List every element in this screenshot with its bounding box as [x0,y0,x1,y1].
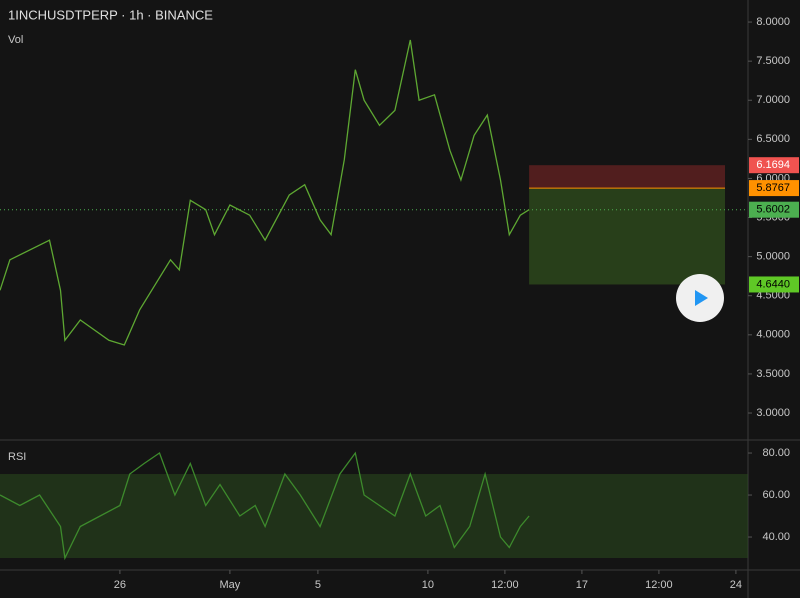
pane-label: Vol [8,34,23,46]
y-tick-label: 80.00 [762,447,790,459]
plot-layer: 3.00003.50004.00004.50005.00005.50006.00… [0,16,799,591]
price-label-box [749,180,799,197]
y-tick-label: 3.0000 [756,407,790,419]
x-tick-label: 10 [422,579,434,591]
y-tick-label: 7.5000 [756,55,790,67]
x-tick-label: 17 [576,579,588,591]
price-label: 5.8767 [756,182,790,194]
y-tick-label: 4.0000 [756,329,790,341]
target-zone [529,188,725,285]
y-tick-label: 5.0000 [756,251,790,263]
x-tick-label: 5 [315,579,321,591]
x-tick-label: May [220,579,241,591]
x-tick-label: 26 [114,579,126,591]
y-tick-label: 40.00 [762,531,790,543]
series-line [0,451,530,561]
price-label: 5.6002 [756,204,790,216]
stop-zone [529,165,725,189]
y-tick-label: 60.00 [762,489,790,501]
y-tick-label: 3.5000 [756,368,790,380]
y-tick-label: 8.0000 [756,16,790,28]
y-tick-label: 7.0000 [756,94,790,106]
play-button[interactable] [676,274,724,322]
price-label: 6.1694 [756,159,790,171]
y-tick-label: 4.5000 [756,290,790,302]
x-tick-label: 24 [730,579,742,591]
price-label-box [749,276,799,293]
play-icon [695,290,708,306]
price-label-box [749,157,799,174]
x-tick-label: 12:00 [645,579,673,591]
price-label: 4.6440 [756,278,790,290]
y-tick-label: 6.5000 [756,133,790,145]
rsi-title: RSI [8,451,26,463]
chart-title: 1INCHUSDTPERP · 1h · BINANCE [8,7,213,22]
rsi-band [0,474,748,559]
price-label-box [749,201,799,218]
x-tick-label: 12:00 [491,579,519,591]
series-line [0,39,530,346]
